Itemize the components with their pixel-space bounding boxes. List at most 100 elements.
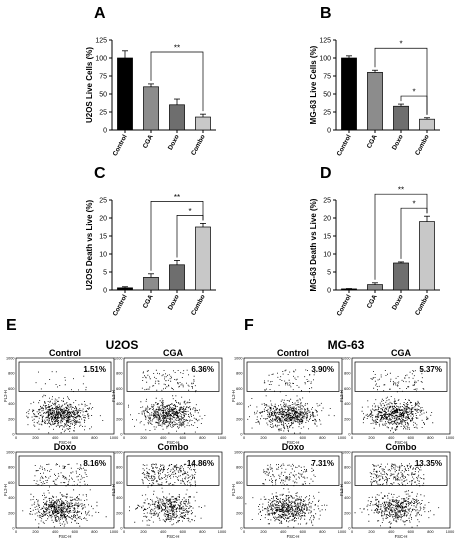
x-tick-label: Combo <box>190 294 207 317</box>
bar-control <box>341 57 357 131</box>
x-axis-label: FSC-H <box>395 534 408 539</box>
x-axis-label: FSC-H <box>59 440 72 445</box>
panel-letter-a: A <box>94 5 106 22</box>
significance-label: ** <box>174 44 180 53</box>
significance-bracket <box>400 207 428 259</box>
y-tick-label: 200 <box>344 511 350 515</box>
x-tick-label: 400 <box>280 530 286 534</box>
significance-bracket <box>374 47 428 115</box>
gate-percentage: 5.37% <box>419 365 442 374</box>
x-tick-label: 200 <box>368 530 374 534</box>
x-tick-label: CGA <box>366 133 379 149</box>
y-tick-label: 400 <box>8 402 14 406</box>
y-tick-label: 200 <box>116 511 122 515</box>
y-tick-label: 125 <box>319 38 331 45</box>
y-tick-label: 75 <box>99 74 107 81</box>
gate-label: R2 <box>285 475 291 480</box>
y-tick-label: 200 <box>8 417 14 421</box>
x-tick-label: Control <box>336 293 353 317</box>
y-tick-label: 800 <box>8 466 14 470</box>
x-tick-label: 400 <box>160 530 166 534</box>
y-tick-label: 800 <box>116 372 122 376</box>
y-tick-label: 1000 <box>342 357 350 361</box>
x-tick-label: 800 <box>319 436 325 440</box>
y-tick-label: 1000 <box>234 451 242 455</box>
plot-frame <box>351 451 451 529</box>
plot-frame <box>15 451 115 529</box>
y-tick-label: 800 <box>344 372 350 376</box>
y-tick-label: 1000 <box>114 357 122 361</box>
x-axis-label: FSC-H <box>287 534 300 539</box>
dot-plot-cga: 0 200 400 600 800 100002004006008001000FSC-HF… <box>111 348 226 445</box>
x-tick-label: 600 <box>300 530 306 534</box>
y-axis-label: FL2-H <box>3 390 8 402</box>
bar-control <box>117 287 133 291</box>
y-tick-label: 75 <box>323 74 331 81</box>
bar-cga <box>143 277 159 291</box>
y-tick-label: 200 <box>344 417 350 421</box>
event-dots <box>26 370 104 434</box>
x-tick-label: 400 <box>388 530 394 534</box>
y-axis-label: U2OS Live Cells (%) <box>85 47 94 123</box>
x-tick-label: 400 <box>52 436 58 440</box>
significance-label: * <box>412 200 415 209</box>
panel-letter-c: C <box>94 165 106 182</box>
x-tick-label: 0 <box>243 530 245 534</box>
x-tick-label: 0 <box>123 436 125 440</box>
event-dots <box>245 463 328 528</box>
x-axis-label: FSC-H <box>287 440 300 445</box>
y-axis-label: FL2-H <box>339 390 344 402</box>
y-tick-label: 1000 <box>342 451 350 455</box>
x-tick-label: 800 <box>199 530 205 534</box>
y-tick-label: 600 <box>116 481 122 485</box>
event-dots <box>354 463 440 528</box>
x-tick-label: Doxo <box>391 294 405 312</box>
plot-frame <box>15 357 115 435</box>
x-tick-label: 1000 <box>218 530 226 534</box>
x-tick-label: 200 <box>140 530 146 534</box>
significance-bracket <box>176 215 204 258</box>
significance-label: * <box>412 88 415 97</box>
x-axis-label: FSC-H <box>59 534 72 539</box>
dot-plot-control: 0 200 400 600 800 100002004006008001000FSC-HF… <box>3 348 118 445</box>
y-tick-label: 800 <box>116 466 122 470</box>
y-tick-label: 15 <box>323 234 331 241</box>
treatment-label: CGA <box>391 348 412 358</box>
x-tick-label: Combo <box>190 134 207 157</box>
y-tick-label: 25 <box>323 110 331 117</box>
y-tick-label: 0 <box>348 433 350 437</box>
x-tick-label: 0 <box>351 436 353 440</box>
x-axis-label: FSC-H <box>167 440 180 445</box>
significance-label: * <box>188 207 191 216</box>
gate-region <box>126 361 220 392</box>
y-tick-label: 1000 <box>6 451 14 455</box>
bar-cga <box>367 72 383 131</box>
y-tick-label: 600 <box>236 481 242 485</box>
y-tick-label: 600 <box>344 387 350 391</box>
x-tick-label: 800 <box>319 530 325 534</box>
y-tick-label: 10 <box>323 252 331 259</box>
flow-panel-e: 0 200 400 600 800 100002004006008001000FSC-HF… <box>3 348 226 539</box>
y-tick-label: 200 <box>8 511 14 515</box>
gate-label: R2 <box>393 475 399 480</box>
y-tick-label: 10 <box>99 252 107 259</box>
y-tick-label: 600 <box>236 387 242 391</box>
y-axis-label: FL2-H <box>3 484 8 496</box>
significance-bracket <box>374 193 428 280</box>
dot-plot-cga: R20 200 400 600 800 100002004006008001000FSC-… <box>339 348 454 445</box>
x-tick-label: 200 <box>140 436 146 440</box>
panel-letter-d: D <box>320 165 332 182</box>
gate-percentage: 6.36% <box>191 365 214 374</box>
y-tick-label: 400 <box>236 496 242 500</box>
x-tick-label: 1000 <box>110 530 118 534</box>
gate-region <box>18 455 112 486</box>
x-tick-label: 600 <box>180 436 186 440</box>
x-tick-label: 200 <box>32 530 38 534</box>
x-tick-label: 1000 <box>218 436 226 440</box>
bar-doxo <box>393 262 409 291</box>
x-tick-label: Combo <box>414 294 431 317</box>
y-tick-label: 600 <box>8 387 14 391</box>
y-tick-label: 400 <box>116 496 122 500</box>
x-tick-label: 600 <box>180 530 186 534</box>
